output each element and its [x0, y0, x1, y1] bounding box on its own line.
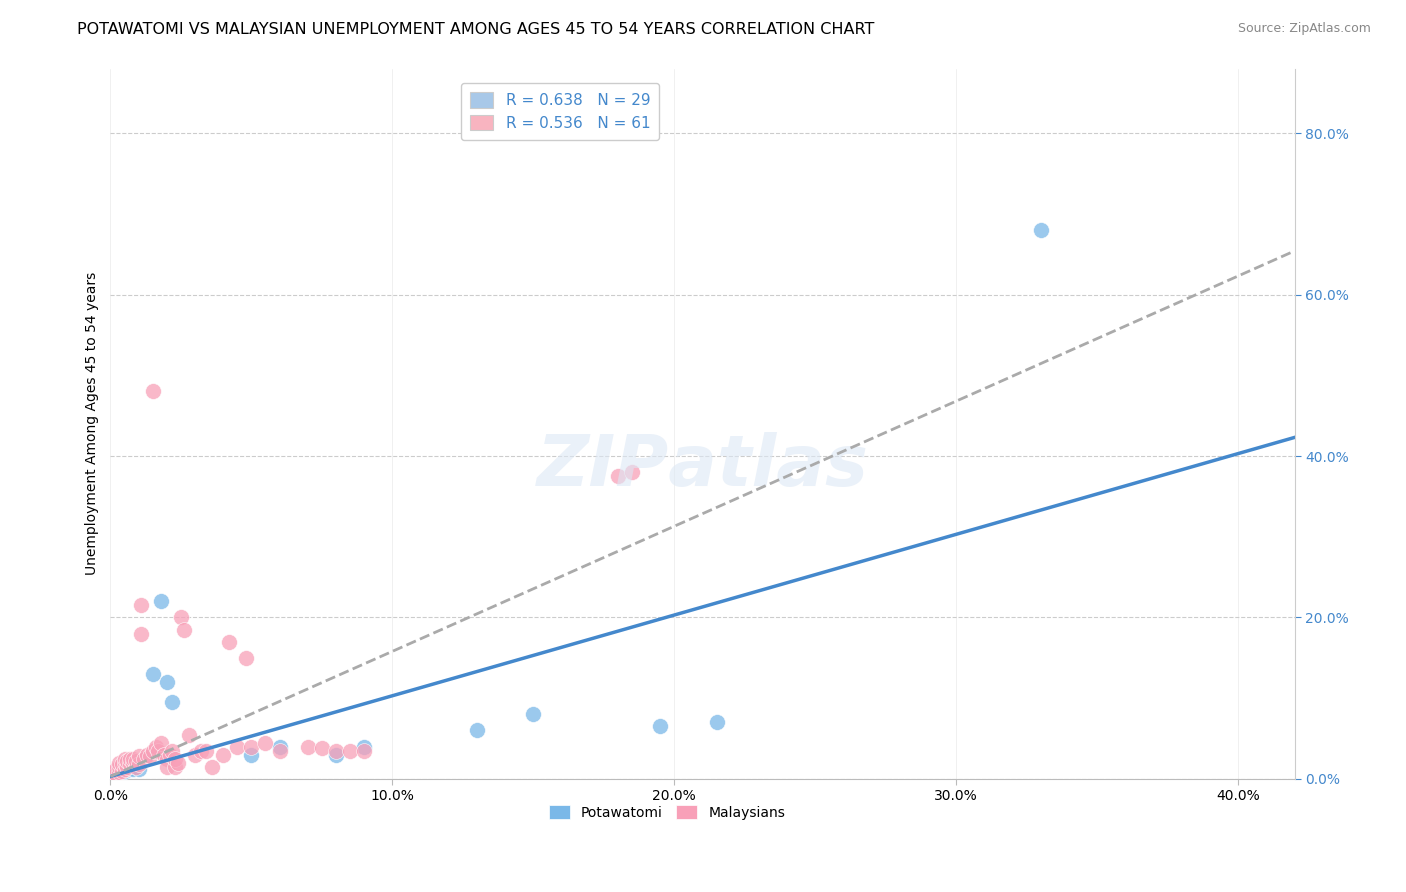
- Point: [114, 762, 136, 776]
- Point: [114, 752, 136, 766]
- Point: [111, 757, 134, 772]
- Point: [142, 667, 165, 681]
- Point: [148, 744, 170, 758]
- Legend: Potawatomi, Malaysians: Potawatomi, Malaysians: [543, 799, 790, 825]
- Point: [122, 762, 145, 776]
- Point: [111, 764, 134, 778]
- Point: [195, 744, 218, 758]
- Point: [117, 762, 139, 776]
- Point: [108, 756, 131, 770]
- Point: [650, 719, 672, 733]
- Point: [108, 765, 131, 780]
- Text: POTAWATOMI VS MALAYSIAN UNEMPLOYMENT AMONG AGES 45 TO 54 YEARS CORRELATION CHART: POTAWATOMI VS MALAYSIAN UNEMPLOYMENT AMO…: [77, 22, 875, 37]
- Point: [139, 749, 162, 764]
- Point: [105, 767, 128, 781]
- Point: [212, 747, 235, 762]
- Point: [269, 739, 291, 754]
- Point: [128, 749, 150, 764]
- Point: [108, 762, 131, 776]
- Point: [159, 747, 181, 762]
- Point: [522, 707, 544, 722]
- Point: [162, 695, 184, 709]
- Point: [311, 741, 333, 756]
- Point: [125, 754, 148, 768]
- Point: [240, 747, 263, 762]
- Point: [201, 760, 224, 774]
- Point: [117, 760, 139, 774]
- Point: [136, 747, 159, 762]
- Point: [606, 469, 628, 483]
- Point: [353, 744, 375, 758]
- Point: [165, 760, 187, 774]
- Point: [105, 762, 128, 776]
- Point: [105, 767, 128, 781]
- Point: [226, 739, 249, 754]
- Point: [114, 756, 136, 770]
- Point: [165, 752, 187, 766]
- Point: [269, 744, 291, 758]
- Point: [190, 744, 212, 758]
- Point: [156, 675, 179, 690]
- Point: [103, 765, 125, 780]
- Point: [125, 756, 148, 770]
- Point: [105, 764, 128, 778]
- Point: [131, 626, 153, 640]
- Point: [145, 739, 167, 754]
- Point: [114, 759, 136, 773]
- Point: [114, 764, 136, 778]
- Point: [465, 723, 488, 738]
- Point: [134, 752, 156, 766]
- Point: [325, 744, 347, 758]
- Point: [142, 744, 165, 758]
- Point: [120, 761, 142, 775]
- Point: [235, 650, 257, 665]
- Point: [117, 757, 139, 772]
- Point: [254, 735, 277, 749]
- Point: [122, 752, 145, 766]
- Point: [218, 634, 240, 648]
- Y-axis label: Unemployment Among Ages 45 to 54 years: Unemployment Among Ages 45 to 54 years: [86, 272, 100, 575]
- Point: [153, 747, 176, 762]
- Point: [184, 747, 207, 762]
- Point: [162, 744, 184, 758]
- Point: [339, 744, 361, 758]
- Point: [103, 769, 125, 783]
- Point: [1029, 223, 1052, 237]
- Point: [120, 757, 142, 772]
- Point: [111, 761, 134, 775]
- Point: [150, 594, 173, 608]
- Point: [706, 715, 728, 730]
- Point: [108, 760, 131, 774]
- Point: [620, 465, 643, 479]
- Point: [297, 739, 319, 754]
- Point: [120, 752, 142, 766]
- Point: [240, 739, 263, 754]
- Point: [134, 752, 156, 766]
- Point: [131, 599, 153, 613]
- Point: [156, 760, 179, 774]
- Text: Source: ZipAtlas.com: Source: ZipAtlas.com: [1237, 22, 1371, 36]
- Point: [325, 747, 347, 762]
- Point: [125, 760, 148, 774]
- Point: [179, 727, 201, 741]
- Point: [128, 762, 150, 776]
- Point: [150, 735, 173, 749]
- Point: [117, 754, 139, 768]
- Point: [103, 769, 125, 783]
- Point: [170, 610, 193, 624]
- Point: [156, 752, 179, 766]
- Point: [111, 764, 134, 779]
- Point: [167, 756, 190, 770]
- Point: [173, 623, 195, 637]
- Point: [108, 765, 131, 780]
- Text: ZIP​atlas: ZIP​atlas: [537, 432, 869, 500]
- Point: [122, 756, 145, 770]
- Point: [128, 757, 150, 772]
- Point: [353, 739, 375, 754]
- Point: [142, 384, 165, 399]
